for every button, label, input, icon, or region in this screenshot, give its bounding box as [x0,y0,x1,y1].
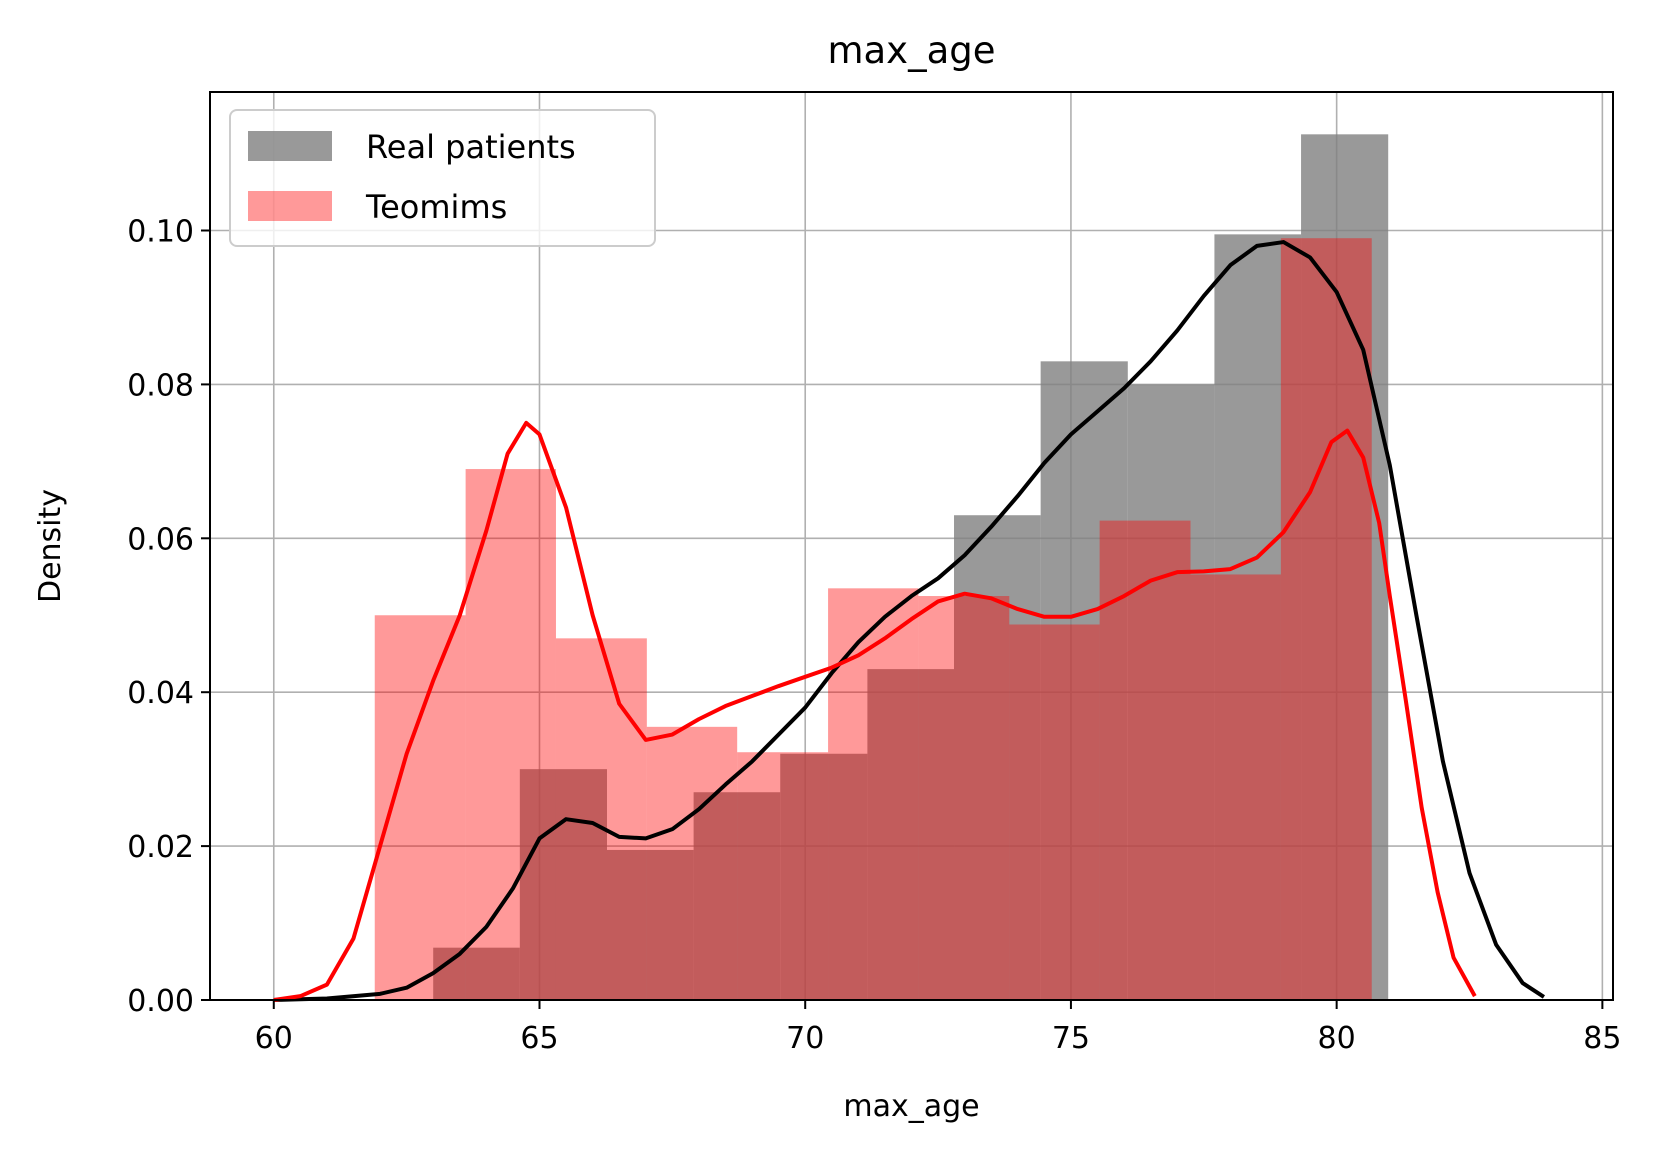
x-tick-label: 70 [786,1021,824,1056]
y-tick-label: 0.02 [127,830,194,865]
histogram-bar [1099,520,1191,1000]
histogram-bar [918,596,1010,1000]
histogram-bar [1190,574,1281,1000]
plot-frame [209,91,1614,1001]
series-bars-2 [374,238,1372,1001]
x-tick-label: 65 [520,1021,558,1056]
histogram-bars [374,134,1389,1001]
histogram-bar [465,469,556,1000]
histogram-bar [737,752,829,1000]
legend: Real patients Teomims [229,109,656,247]
histogram-bar [433,947,520,1000]
x-tick-label: 60 [255,1021,293,1056]
histogram-bar [1009,624,1100,1000]
histogram-bar [780,753,868,1000]
kde-curves [273,240,1546,1002]
histogram-bar [1301,134,1389,1001]
histogram-bar [519,769,607,1000]
kde-line-1 [273,240,1546,1002]
y-tick-label: 0.06 [127,522,194,557]
legend-box [229,109,656,247]
histogram-bar [693,792,781,1000]
axis-ticks: 60 65 70 75 80 85 0.00 0.02 0.04 0.06 0.08 0.10 [127,215,1621,1056]
legend-label: Teomims [365,188,507,226]
y-tick-label: 0.04 [127,676,194,711]
legend-swatch [248,191,332,221]
x-axis-label: max_age [843,1089,979,1124]
y-tick-label: 0.10 [127,215,194,250]
histogram-bar [606,849,694,1000]
histogram-bar [828,588,919,1000]
y-tick-label: 0.08 [127,368,194,403]
histogram-bar [1214,234,1302,1000]
legend-label: Real patients [366,128,576,166]
kde-line-2 [273,420,1477,1002]
series-bars-1 [433,134,1389,1001]
histogram-bar [1280,238,1372,1001]
histogram-bar [867,669,955,1000]
chart-title: max_age [827,29,995,72]
legend-swatch [248,131,332,161]
x-tick-label: 85 [1583,1021,1621,1056]
y-tick-label: 0.00 [127,984,194,1019]
histogram-bar [646,726,738,1000]
histogram-bar [1127,384,1215,1001]
histogram-bar [1040,361,1128,1000]
x-tick-label: 75 [1052,1021,1090,1056]
histogram-bar [374,615,466,1000]
y-axis-label: Density [33,489,68,603]
x-tick-label: 80 [1318,1021,1356,1056]
